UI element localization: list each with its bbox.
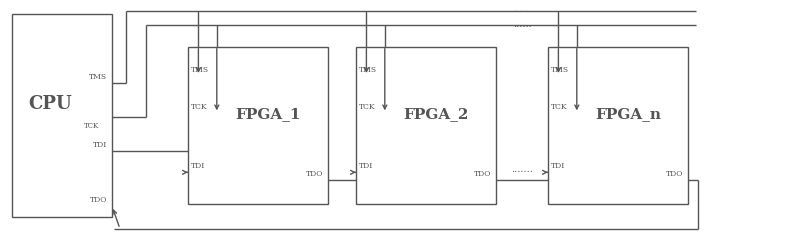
Text: TMS: TMS (191, 66, 210, 74)
Text: TMS: TMS (89, 73, 107, 81)
Text: TDO: TDO (666, 169, 683, 178)
FancyBboxPatch shape (548, 47, 688, 204)
Text: TDI: TDI (359, 162, 374, 170)
Text: FPGA_2: FPGA_2 (403, 107, 469, 121)
Text: TMS: TMS (551, 66, 570, 74)
Text: TDO: TDO (90, 196, 107, 204)
Text: ......: ...... (513, 20, 531, 29)
FancyBboxPatch shape (12, 14, 112, 217)
Text: TDI: TDI (551, 162, 566, 170)
Text: TCK: TCK (84, 122, 100, 130)
Text: TCK: TCK (551, 103, 568, 111)
Text: TDO: TDO (474, 169, 491, 178)
Text: ......: ...... (513, 5, 531, 14)
Text: .......: ....... (511, 165, 533, 174)
FancyBboxPatch shape (356, 47, 496, 204)
Text: TDI: TDI (93, 141, 107, 149)
FancyBboxPatch shape (188, 47, 328, 204)
Text: CPU: CPU (28, 94, 72, 113)
Text: TDI: TDI (191, 162, 206, 170)
Text: TCK: TCK (359, 103, 376, 111)
Text: FPGA_n: FPGA_n (595, 107, 661, 121)
Text: FPGA_1: FPGA_1 (235, 107, 301, 121)
Text: TDO: TDO (306, 169, 323, 178)
Text: TMS: TMS (359, 66, 378, 74)
Text: TCK: TCK (191, 103, 208, 111)
